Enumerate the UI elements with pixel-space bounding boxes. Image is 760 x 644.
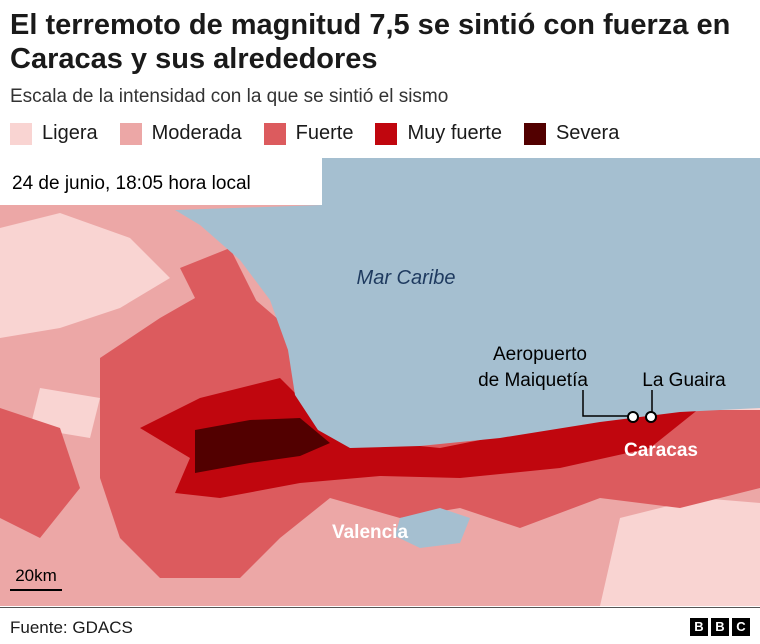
legend-item: Moderada	[119, 122, 242, 145]
header: El terremoto de magnitud 7,5 se sintió c…	[10, 8, 750, 108]
legend-label: Severa	[555, 122, 620, 144]
scale-label: 20km	[15, 566, 57, 585]
legend-swatch	[119, 122, 142, 145]
legend: Ligera Moderada Fuerte Muy fuerte Severa	[10, 122, 641, 145]
legend-swatch	[523, 122, 546, 145]
logo-letter: C	[732, 618, 750, 636]
place-label: Aeropuerto de Maiquetía	[478, 344, 588, 391]
map: 24 de junio, 18:05 hora local Mar Caribe…	[0, 158, 760, 606]
timestamp-box	[0, 158, 322, 205]
very-strong-zone	[140, 378, 700, 498]
legend-label: Ligera	[42, 122, 98, 144]
severe-zone	[195, 418, 330, 473]
place-label: La Guaira	[642, 370, 726, 391]
sea-label: Mar Caribe	[357, 267, 456, 289]
place-dot	[645, 411, 657, 423]
logo-letter: B	[711, 618, 729, 636]
place-dot	[627, 411, 639, 423]
legend-label: Fuerte	[295, 122, 354, 144]
legend-swatch	[263, 122, 286, 145]
footer: Fuente: GDACS B B C	[0, 607, 760, 637]
leader-line	[582, 390, 632, 417]
timestamp: 24 de junio, 18:05 hora local	[12, 173, 251, 194]
title: El terremoto de magnitud 7,5 se sintió c…	[10, 9, 731, 75]
legend-item: Ligera	[10, 122, 98, 145]
lake	[395, 508, 470, 548]
logo-letter: B	[690, 618, 708, 636]
legend-label: Moderada	[151, 122, 242, 144]
legend-item: Muy fuerte	[375, 122, 502, 145]
place-label: Caracas	[624, 440, 698, 461]
legend-item: Fuerte	[263, 122, 354, 145]
subtitle: Escala de la intensidad con la que se si…	[10, 86, 449, 107]
source: Fuente: GDACS	[10, 618, 133, 637]
legend-item: Severa	[523, 122, 620, 145]
legend-swatch	[375, 122, 398, 145]
logo: B B C	[690, 618, 750, 636]
sea	[175, 158, 760, 448]
legend-label: Muy fuerte	[407, 122, 502, 144]
legend-swatch	[10, 122, 32, 145]
place-label: Valencia	[332, 522, 408, 543]
light-zone	[0, 213, 760, 606]
